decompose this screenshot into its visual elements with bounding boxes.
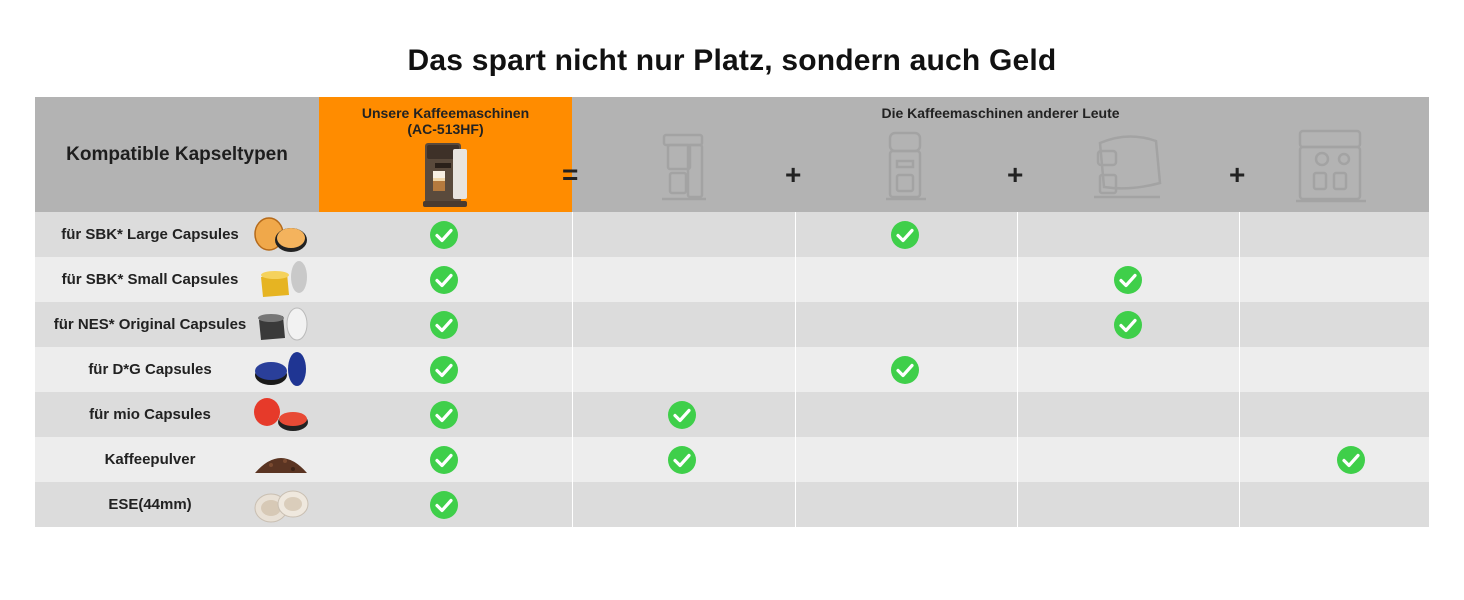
our-coffee-machine-image: [423, 143, 467, 207]
column-divider: [795, 212, 796, 527]
header-our-machine-title: Unsere Kaffeemaschinen: [361, 105, 530, 121]
table-row: für D*G Capsules: [35, 347, 1429, 392]
dg-capsule-icon: [255, 352, 306, 386]
equals-sign: =: [562, 159, 579, 190]
nes-capsule-icon: [258, 307, 308, 341]
row-label: für mio Capsules: [89, 406, 211, 423]
other-machine-2-image: [886, 131, 926, 201]
table-row: für SBK* Small Capsules: [35, 257, 1429, 302]
checkmark-icon: [430, 446, 458, 474]
row-label: für SBK* Small Capsules: [61, 271, 239, 288]
checkmark-icon: [891, 221, 919, 249]
other-machine-4-image: [1296, 129, 1366, 203]
checkmark-icon: [430, 491, 458, 519]
checkmark-icon: [1114, 266, 1142, 294]
row-label: für NES* Original Capsules: [53, 316, 247, 333]
header-capsule-types: Kompatible Kapseltypen: [35, 97, 319, 212]
checkmark-icon: [430, 311, 458, 339]
checkmark-icon: [1337, 446, 1365, 474]
mio-capsule-icon: [254, 398, 308, 431]
sbk-large-capsule-icon: [254, 217, 307, 252]
header-our-machine-model: (AC-513HF): [407, 121, 484, 137]
other-machine-3-image: [1094, 135, 1162, 199]
plus-sign-3: +: [1229, 159, 1246, 190]
checkmark-icon: [668, 401, 696, 429]
checkmark-icon: [891, 356, 919, 384]
plus-sign-2: +: [1007, 159, 1024, 190]
checkmark-icon: [430, 266, 458, 294]
other-machine-1-image: [662, 133, 706, 201]
checkmark-icon: [430, 401, 458, 429]
table-row: für NES* Original Capsules: [35, 302, 1429, 347]
sbk-small-capsule-icon: [261, 261, 307, 297]
table-row: ESE(44mm): [35, 482, 1429, 527]
table-row: für mio Capsules: [35, 392, 1429, 437]
checkmark-icon: [430, 356, 458, 384]
header-other-machines: Die Kaffeemaschinen anderer Leute = + +: [562, 97, 1429, 212]
row-label: ESE(44mm): [108, 496, 192, 513]
ese-pod-icon: [254, 490, 309, 523]
checkmark-icon: [1114, 311, 1142, 339]
header-our-machine: Unsere Kaffeemaschinen (AC-513HF): [319, 97, 572, 212]
column-divider: [1017, 212, 1018, 527]
header-other-machines-title: Die Kaffeemaschinen anderer Leute: [881, 105, 1120, 121]
row-label: für SBK* Large Capsules: [61, 226, 239, 243]
column-divider: [572, 212, 573, 527]
comparison-table: Kompatible Kapseltypen Unsere Kaffeemasc…: [35, 97, 1429, 527]
table-row: für SBK* Large Capsules: [35, 212, 1429, 257]
checkmark-icon: [668, 446, 696, 474]
checkmark-icon: [430, 221, 458, 249]
table-row: Kaffeepulver: [35, 437, 1429, 482]
page-title: Das spart nicht nur Platz, sondern auch …: [407, 44, 1057, 77]
row-label: Kaffeepulver: [104, 451, 196, 468]
plus-sign-1: +: [785, 159, 802, 190]
coffee-powder-icon: [255, 458, 307, 473]
column-divider: [1239, 212, 1240, 527]
row-label: für D*G Capsules: [88, 361, 212, 378]
